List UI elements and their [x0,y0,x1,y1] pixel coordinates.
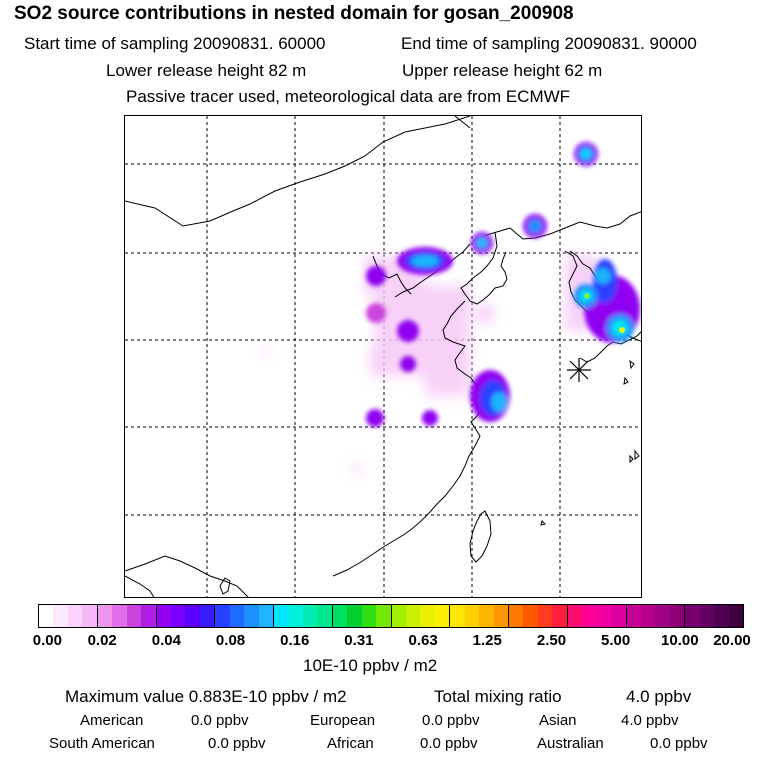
lower-release-height-label: Lower release height 82 m [106,61,307,80]
colorbar-segment [596,605,612,627]
colorbar-segment [611,605,627,627]
colorbar-segment [582,605,597,627]
colorbar-segment [434,605,451,627]
colorbar-segment [523,605,538,627]
colorbar-tick-label: 0.31 [344,632,374,649]
peak-markers [584,293,625,333]
colorbar-tick-label: 20.00 [713,632,751,649]
colorbar-segment [640,605,656,627]
colorbar-segment [288,605,303,627]
colorbar-segment [67,605,83,627]
colorbar-segment [317,605,333,627]
colorbar-segment [332,605,348,627]
colorbar-tick-label: 10.00 [661,632,699,649]
colorbar-segment [376,605,392,627]
region-value: 0.0 ppbv [191,712,249,729]
colorbar-tick-label: 0.02 [87,632,117,649]
region-name: American [80,712,144,729]
upper-release-height-label: Upper release height 62 m [402,61,603,80]
colorbar-segment [347,605,362,627]
colorbar-segment [274,605,289,627]
colorbar-tick-label: 0.08 [215,632,246,649]
region-name: South American [49,735,155,752]
colorbar-segment [728,605,743,627]
colorbar-segment [669,605,686,627]
colorbar-segment [156,605,171,627]
plume-blobs [366,142,640,427]
north-korea-peak [584,293,590,299]
end-time-label: End time of sampling 20090831. 90000 [401,34,697,53]
units-label: 10E-10 ppbv / m2 [303,656,438,675]
total-mixing-value: 4.0 ppbv [626,687,692,706]
map-plot [124,115,642,598]
total-mixing-label: Total mixing ratio [434,687,562,706]
colorbar-segment [244,605,259,627]
colorbar-segment [464,605,480,627]
colorbar-segment [258,605,274,627]
colorbar-segment [141,605,157,627]
colorbar-tick-label: 5.00 [601,632,631,649]
colorbar-tick-label: 2.50 [536,632,567,649]
colorbar-segment [537,605,553,627]
colorbar-tick-label: 0.16 [280,632,310,649]
colorbar-segment [170,605,186,627]
colorbar-segment [185,605,200,627]
colorbar-segment [229,605,245,627]
asterisk-marker [567,358,591,382]
region-name: African [327,735,374,752]
colorbar-segment [552,605,568,627]
colorbar-segment [699,605,715,627]
colorbar-segment [39,605,54,627]
colorbar-segment [567,605,583,627]
colorbar-tick-label: 0.00 [32,632,62,649]
colorbar-segment [509,605,524,627]
colorbar-segment [302,605,318,627]
colorbar-segment [626,605,641,627]
region-value: 0.0 ppbv [650,735,708,752]
colorbar-segment [450,605,465,627]
colorbar-segment [391,605,406,627]
colorbar-segment [82,605,98,627]
region-name: Australian [537,735,604,752]
colorbar-segment [655,605,670,627]
region-name: European [310,712,376,729]
faint-plume [263,256,600,474]
colorbar-tick-label: 0.63 [408,632,438,649]
colorbar-segment [479,605,494,627]
colorbar-segment [361,605,377,627]
region-value: 0.0 ppbv [422,712,480,729]
colorbar-segment [97,605,113,627]
colorbar-tick-label: 0.04 [151,632,181,649]
colorbar-segment [126,605,142,627]
colorbar-segment [215,605,230,627]
region-value: 4.0 ppbv [621,712,679,729]
colorbar-segment [53,605,68,627]
colorbar-segment [405,605,421,627]
colorbar-segment [685,605,700,627]
max-value-label: Maximum value 0.883E-10 ppbv / m2 [65,687,347,706]
start-time-label: Start time of sampling 20090831. 60000 [24,34,326,53]
region-value: 0.0 ppbv [208,735,266,752]
region-name: Asian [539,712,577,729]
colorbar-segment [493,605,509,627]
colorbar [38,604,744,628]
colorbar-segment [112,605,127,627]
south-korea-peak [619,327,625,333]
tracer-note: Passive tracer used, meteorological data… [126,87,571,106]
colorbar-segment [420,605,435,627]
colorbar-tick-label: 1.25 [472,632,502,649]
colorbar-segment [714,605,729,627]
page-title: SO2 source contributions in nested domai… [14,3,574,24]
region-value: 0.0 ppbv [420,735,478,752]
colorbar-segment [199,605,216,627]
map-gridlines [125,116,641,597]
